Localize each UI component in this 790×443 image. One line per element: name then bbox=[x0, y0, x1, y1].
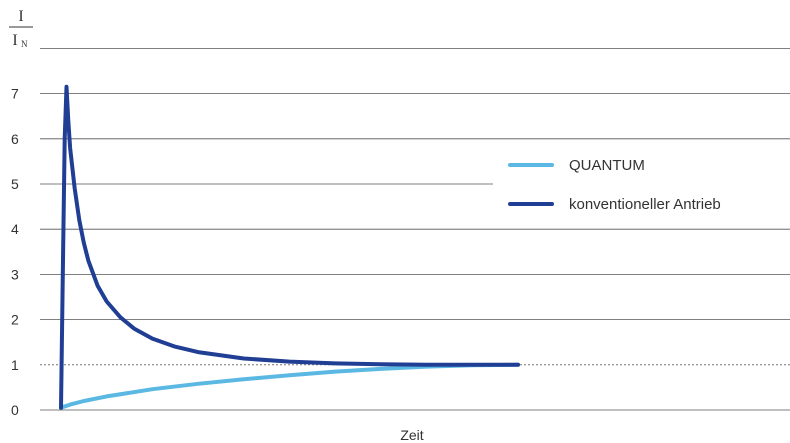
legend-label-konventioneller-antrieb: konventioneller Antrieb bbox=[569, 196, 721, 213]
y-axis-title-numerator: I bbox=[18, 8, 23, 25]
y-tick-label-5: 5 bbox=[11, 176, 19, 192]
legend-label-quantum: QUANTUM bbox=[569, 157, 645, 174]
y-axis-title: I I N bbox=[9, 8, 33, 49]
series-line-quantum bbox=[59, 362, 520, 410]
y-axis-title-denominator: I bbox=[12, 32, 17, 49]
grid-lines bbox=[40, 48, 790, 411]
x-axis-title: Zeit bbox=[400, 427, 423, 443]
y-tick-label-0: 0 bbox=[11, 402, 19, 418]
y-tick-label-3: 3 bbox=[11, 266, 19, 282]
y-tick-label-1: 1 bbox=[11, 357, 19, 373]
y-tick-label-6: 6 bbox=[11, 131, 19, 147]
y-tick-label-2: 2 bbox=[11, 312, 19, 328]
legend: QUANTUM konventioneller Antrieb bbox=[508, 157, 721, 213]
y-tick-label-7: 7 bbox=[11, 86, 19, 102]
series-line-konventioneller-antrieb bbox=[59, 84, 520, 410]
legend-background bbox=[493, 148, 790, 220]
y-axis-title-subscript: N bbox=[21, 39, 28, 49]
y-tick-labels: 0 1 2 3 4 5 6 7 bbox=[11, 86, 19, 418]
series-layer bbox=[59, 84, 520, 410]
y-tick-label-4: 4 bbox=[11, 221, 19, 237]
